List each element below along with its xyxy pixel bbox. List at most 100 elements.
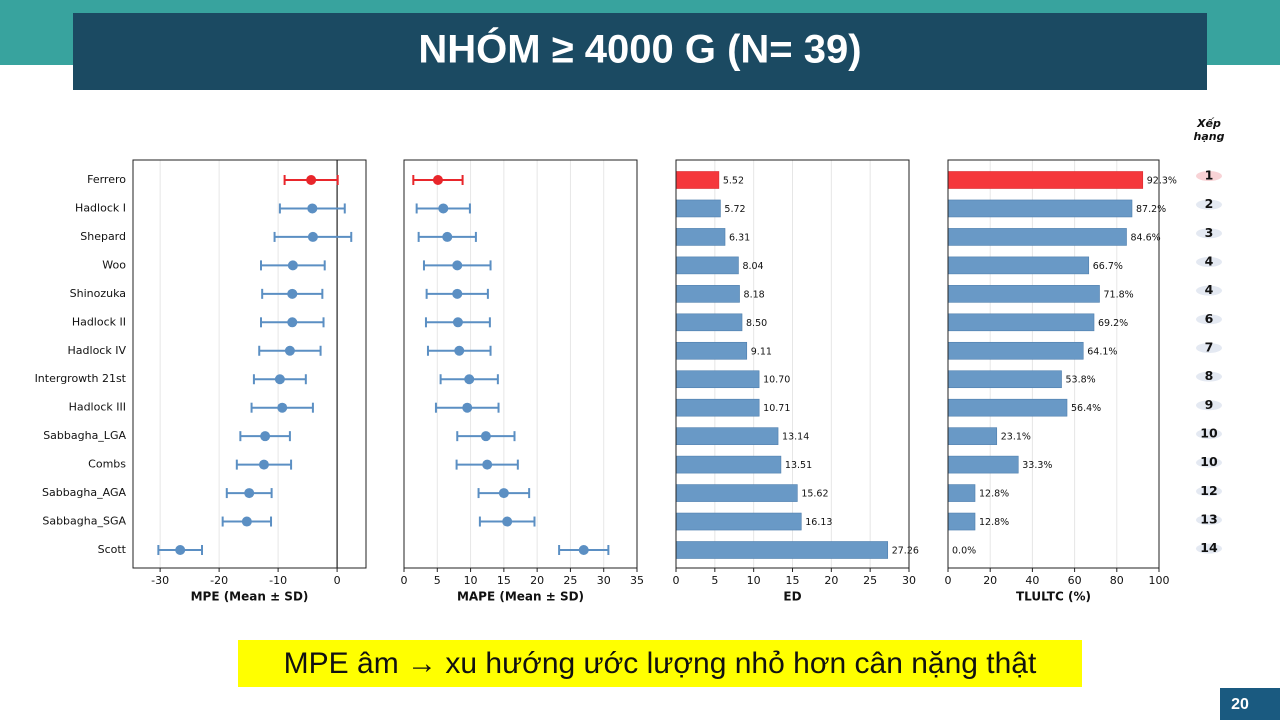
x-tick-label: 0 (401, 574, 408, 587)
rank-pill (1196, 371, 1222, 382)
value-label: 0.0% (952, 546, 976, 557)
rank-pill (1196, 486, 1222, 497)
value-label: 9.11 (751, 346, 772, 357)
value-label: 13.51 (785, 460, 812, 471)
rank-pill (1196, 514, 1222, 525)
value-label: 13.14 (782, 432, 809, 443)
rank-label: 1 (1205, 168, 1214, 183)
mean-point (260, 431, 271, 442)
mean-point (274, 374, 285, 385)
value-label: 12.8% (979, 517, 1009, 528)
x-axis-title: MAPE (Mean ± SD) (457, 590, 584, 604)
rank-pill (1196, 543, 1222, 554)
value-label: 53.8% (1066, 375, 1096, 386)
x-tick-label: 0 (945, 574, 952, 587)
category-label: Hadlock III (69, 401, 126, 414)
x-tick-label: 20 (824, 574, 838, 587)
bar (947, 370, 1062, 389)
bar (675, 228, 726, 246)
x-tick-label: 15 (497, 574, 511, 587)
mean-point (306, 175, 317, 185)
mean-point (482, 459, 493, 470)
mean-point (432, 175, 443, 185)
bar (947, 427, 998, 445)
bar (947, 455, 1019, 474)
mean-point (307, 231, 318, 242)
mean-point (502, 516, 513, 527)
bar (947, 228, 1127, 246)
plot-frame (947, 159, 1160, 569)
bar (675, 455, 782, 474)
mean-point (284, 345, 295, 356)
bar (675, 256, 739, 275)
category-label: Hadlock II (72, 315, 126, 328)
rank-label: 6 (1205, 311, 1214, 326)
x-tick-label: 20 (983, 574, 997, 587)
value-label: 33.3% (1022, 460, 1052, 471)
page-box (1220, 688, 1280, 720)
bar (947, 512, 976, 531)
rank-pill (1196, 256, 1222, 267)
value-label: 56.4% (1071, 403, 1101, 414)
value-label: 12.8% (979, 489, 1009, 500)
note-highlight (238, 640, 1082, 687)
mean-point (452, 260, 463, 271)
x-tick-label: 40 (1025, 574, 1039, 587)
rank-label: 12 (1200, 483, 1217, 498)
rank-label: 9 (1205, 397, 1214, 412)
mean-point (307, 203, 318, 214)
mean-point (241, 516, 252, 527)
x-tick-label: 0 (673, 574, 680, 587)
mean-point (462, 402, 473, 413)
note: MPE âm → xu hướng ước lượng nhỏ hơn cân … (284, 647, 1037, 680)
mean-point (287, 260, 298, 271)
bar (947, 313, 1095, 332)
rank-label: 10 (1200, 454, 1218, 469)
value-label: 23.1% (1001, 432, 1031, 443)
category-label: Combs (88, 458, 126, 471)
value-label: 5.72 (724, 204, 745, 215)
x-tick-label: 35 (630, 574, 644, 587)
plot-frame (132, 159, 367, 569)
title-bar (73, 13, 1207, 90)
value-label: 8.50 (746, 318, 767, 329)
value-label: 10.71 (763, 403, 790, 414)
mean-point (287, 288, 298, 299)
rank-pill (1196, 457, 1222, 468)
value-label: 5.52 (723, 176, 744, 187)
category-label: Hadlock IV (68, 344, 127, 357)
bar (947, 398, 1068, 417)
bar (947, 256, 1090, 275)
bar (947, 341, 1084, 360)
x-tick-label: 30 (597, 574, 611, 587)
bar (947, 171, 1144, 189)
category-label: Woo (102, 258, 126, 271)
bar (675, 512, 802, 531)
x-tick-label: 100 (1149, 574, 1170, 587)
mean-point (244, 488, 255, 499)
x-tick-label: -10 (269, 574, 287, 587)
rank-pill (1196, 342, 1222, 353)
value-label: 27.26 (892, 546, 919, 557)
x-tick-label: 80 (1110, 574, 1124, 587)
bar (675, 541, 889, 559)
x-tick-label: 15 (786, 574, 800, 587)
rank-label: 7 (1205, 339, 1214, 354)
bar (947, 484, 976, 502)
category-label: Hadlock I (75, 201, 126, 214)
category-label: Shinozuka (70, 287, 126, 300)
value-label: 69.2% (1098, 318, 1128, 329)
category-label: Scott (98, 543, 127, 556)
x-tick-label: -30 (151, 574, 169, 587)
mean-point (287, 317, 298, 328)
bar (675, 370, 760, 389)
rank-label: 4 (1205, 282, 1214, 297)
value-label: 6.31 (729, 232, 750, 243)
x-tick-label: 60 (1068, 574, 1082, 587)
bar (675, 427, 779, 445)
x-tick-label: 0 (334, 574, 341, 587)
rank-pill (1196, 400, 1222, 411)
value-label: 71.8% (1103, 289, 1133, 300)
slide-title: NHÓM ≥ 4000 G (N= 39) (418, 26, 861, 72)
